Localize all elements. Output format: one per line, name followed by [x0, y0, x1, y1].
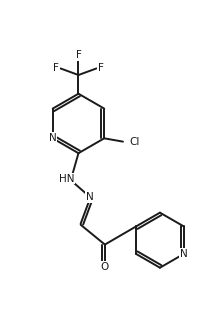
Text: N: N — [86, 192, 93, 202]
Text: N: N — [49, 133, 57, 143]
Text: O: O — [101, 262, 109, 272]
Text: N: N — [180, 249, 188, 259]
Text: Cl: Cl — [129, 137, 139, 147]
Text: HN: HN — [59, 174, 74, 184]
Text: F: F — [98, 63, 104, 73]
Text: F: F — [76, 50, 81, 60]
Text: F: F — [53, 63, 59, 73]
